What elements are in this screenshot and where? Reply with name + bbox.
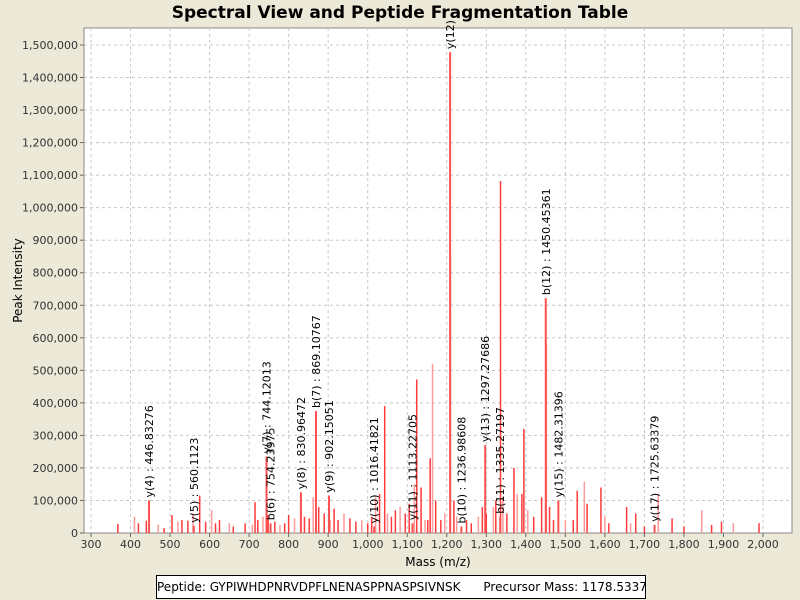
y-tick-label: 600,000 (33, 332, 79, 345)
y-tick-label: 800,000 (33, 267, 79, 280)
peak-annotation: y(10) : 1016.41821 (368, 417, 381, 523)
x-tick-label: 800 (278, 538, 299, 551)
y-tick-label: 1,300,000 (22, 104, 78, 117)
peak-annotation: b(12) : 1450.45361 (540, 188, 553, 295)
peak-annotation: y(11) : 1113.22705 (406, 414, 419, 520)
y-tick-label: 1,000,000 (22, 202, 78, 215)
y-axis-label: Peak Intensity (11, 238, 25, 323)
y-tick-label: 400,000 (33, 397, 79, 410)
x-axis-label: Mass (m/z) (405, 555, 470, 569)
peak-annotation: b(7) : 869.10767 (310, 315, 323, 408)
y-tick-label: 1,500,000 (22, 39, 78, 52)
plot-area (83, 27, 793, 534)
x-tick-label: 1,000 (352, 538, 384, 551)
peak-annotation: y(17) : 1725.63379 (649, 416, 662, 522)
x-tick-label: 300 (81, 538, 102, 551)
peak-annotation: y(7) : 744.12013 (261, 361, 274, 453)
x-tick-label: 1,800 (668, 538, 700, 551)
legend-box: Peptide: GYPIWHDPNRVDPFLNENASPPNASPSIVNS… (156, 575, 647, 599)
y-tick-label: 1,200,000 (22, 137, 78, 150)
y-tick-label: 700,000 (33, 299, 79, 312)
x-tick-label: 1,700 (629, 538, 661, 551)
peptide-label: Peptide: GYPIWHDPNRVDPFLNENASPPNASPSIVNS… (157, 580, 461, 594)
y-tick-label: 100,000 (33, 494, 79, 507)
peak-annotation: y(9) : 902.15051 (323, 400, 336, 492)
peak-annotation: b(11) : 1335.27197 (494, 407, 507, 514)
peak-annotation: y(15) : 1482.31396 (552, 391, 565, 497)
y-tick-label: 900,000 (33, 234, 79, 247)
y-tick-label: 300,000 (33, 429, 79, 442)
x-tick-label: 1,500 (550, 538, 582, 551)
peak-annotation: y(5) : 560.1123 (188, 438, 201, 523)
peak-annotation: y(12) (444, 20, 457, 49)
x-tick-label: 1,300 (471, 538, 503, 551)
x-tick-label: 1,400 (510, 538, 542, 551)
x-tick-label: 900 (318, 538, 339, 551)
peak-annotation: b(6) : 754.23975 (265, 427, 278, 520)
y-tick-label: 0 (71, 527, 78, 540)
x-tick-label: 400 (120, 538, 141, 551)
peak-annotation: y(13) : 1297.27686 (479, 336, 492, 442)
peak-annotation: b(10) : 1236.98608 (455, 417, 468, 524)
peak-annotation: y(4) : 446.83276 (143, 405, 156, 497)
x-tick-label: 1,900 (708, 538, 740, 551)
peak-annotation: y(8) : 830.96472 (295, 397, 308, 489)
y-tick-label: 1,100,000 (22, 169, 78, 182)
y-tick-label: 1,400,000 (22, 72, 78, 85)
x-tick-label: 1,600 (589, 538, 621, 551)
y-tick-label: 200,000 (33, 462, 79, 475)
y-tick-label: 500,000 (33, 364, 79, 377)
x-tick-label: 1,100 (391, 538, 423, 551)
x-tick-label: 1,200 (431, 538, 463, 551)
precursor-mass-label: Precursor Mass: 1178.5337 (483, 580, 647, 594)
x-tick-label: 700 (239, 538, 260, 551)
x-tick-label: 600 (199, 538, 220, 551)
chart-title: Spectral View and Peptide Fragmentation … (171, 3, 629, 23)
x-tick-label: 2,000 (747, 538, 779, 551)
x-tick-label: 500 (160, 538, 181, 551)
